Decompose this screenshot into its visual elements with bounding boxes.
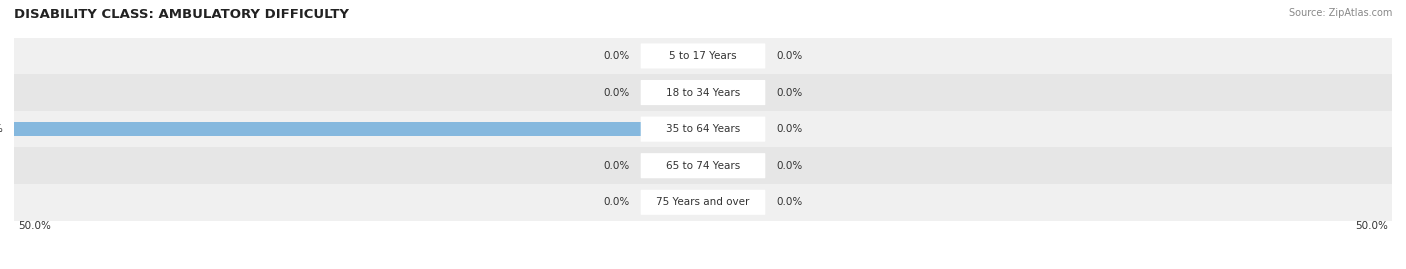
Text: 0.0%: 0.0% <box>776 51 803 61</box>
Text: 0.0%: 0.0% <box>603 197 630 207</box>
Bar <box>641 122 703 136</box>
Bar <box>703 86 765 100</box>
Bar <box>703 122 765 136</box>
Bar <box>641 86 703 100</box>
Bar <box>14 147 1392 184</box>
FancyBboxPatch shape <box>641 43 765 69</box>
Text: 0.0%: 0.0% <box>776 87 803 98</box>
Text: 0.0%: 0.0% <box>603 161 630 171</box>
Text: 0.0%: 0.0% <box>603 87 630 98</box>
Bar <box>641 49 703 63</box>
Text: 0.0%: 0.0% <box>776 124 803 134</box>
Text: 0.0%: 0.0% <box>776 197 803 207</box>
Text: 0.0%: 0.0% <box>776 161 803 171</box>
Bar <box>703 195 765 209</box>
Text: DISABILITY CLASS: AMBULATORY DIFFICULTY: DISABILITY CLASS: AMBULATORY DIFFICULTY <box>14 8 349 21</box>
Text: 65 to 74 Years: 65 to 74 Years <box>666 161 740 171</box>
FancyBboxPatch shape <box>641 116 765 142</box>
Bar <box>14 74 1392 111</box>
Text: 50.0%: 50.0% <box>0 124 3 134</box>
Bar <box>703 159 765 173</box>
FancyBboxPatch shape <box>641 153 765 178</box>
Text: 0.0%: 0.0% <box>603 51 630 61</box>
Text: 5 to 17 Years: 5 to 17 Years <box>669 51 737 61</box>
Bar <box>703 49 765 63</box>
Text: 50.0%: 50.0% <box>18 221 51 231</box>
Text: 75 Years and over: 75 Years and over <box>657 197 749 207</box>
Bar <box>14 122 641 136</box>
Text: 50.0%: 50.0% <box>1355 221 1388 231</box>
Bar <box>641 159 703 173</box>
Bar <box>14 184 1392 221</box>
Text: 35 to 64 Years: 35 to 64 Years <box>666 124 740 134</box>
Bar <box>641 195 703 209</box>
Bar <box>14 111 1392 147</box>
Text: Source: ZipAtlas.com: Source: ZipAtlas.com <box>1288 8 1392 18</box>
Bar <box>14 38 1392 74</box>
Text: 18 to 34 Years: 18 to 34 Years <box>666 87 740 98</box>
FancyBboxPatch shape <box>641 80 765 105</box>
FancyBboxPatch shape <box>641 190 765 215</box>
